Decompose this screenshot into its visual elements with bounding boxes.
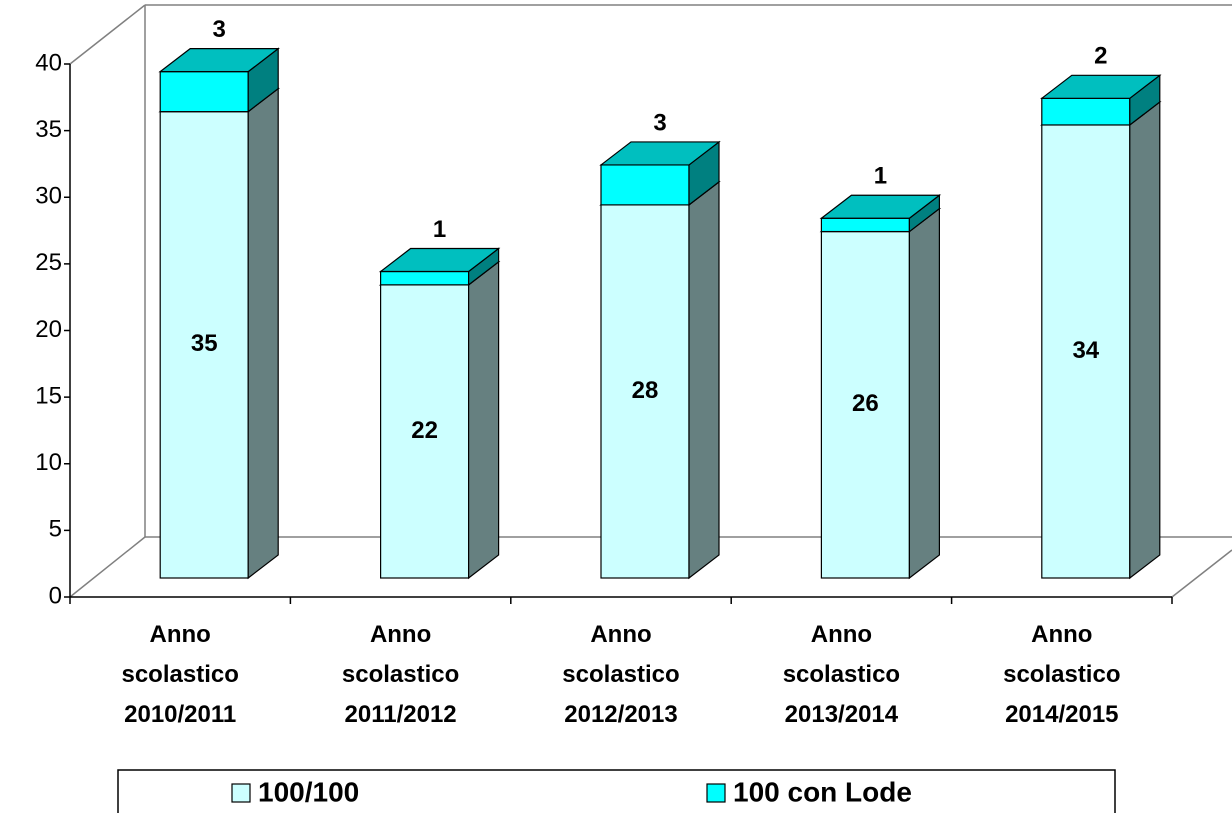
bar-top bbox=[378, 247, 501, 273]
legend-label: 100/100 bbox=[258, 776, 359, 807]
bar-side bbox=[908, 207, 941, 580]
bar-front bbox=[159, 71, 249, 113]
legend-box bbox=[117, 769, 1116, 813]
value-label: 35 bbox=[191, 330, 218, 357]
bar-top bbox=[819, 194, 942, 219]
bar-top bbox=[158, 48, 280, 73]
legend-swatch bbox=[706, 783, 726, 803]
x-tick-label: Anno scolastico 2014/2015 bbox=[1003, 621, 1121, 728]
bar-side bbox=[247, 87, 279, 580]
floor-edge bbox=[1171, 549, 1232, 598]
bar-side bbox=[468, 260, 500, 580]
value-label: 26 bbox=[852, 390, 879, 417]
bar-front bbox=[159, 111, 249, 579]
y-tick-label: 25 bbox=[35, 249, 62, 276]
bar-top bbox=[599, 141, 721, 166]
y-tick-label: 40 bbox=[35, 49, 62, 76]
bar-top bbox=[1040, 74, 1162, 99]
bar-front bbox=[1041, 124, 1131, 579]
x-tick-label: Anno scolastico 2012/2013 bbox=[562, 621, 680, 728]
legend-label: 100 con Lode bbox=[733, 776, 912, 807]
y-tick-label: 30 bbox=[35, 183, 62, 210]
value-label: 3 bbox=[653, 109, 666, 136]
x-tick-label: Anno scolastico 2013/2014 bbox=[782, 621, 901, 728]
legend-swatch bbox=[231, 783, 251, 803]
floor-edge bbox=[69, 536, 146, 598]
wall-edge bbox=[69, 4, 146, 65]
x-tick-label: Anno scolastico 2011/2012 bbox=[341, 621, 460, 728]
y-tick-label: 10 bbox=[35, 449, 62, 476]
y-tick-label: 5 bbox=[49, 516, 62, 543]
value-label: 1 bbox=[874, 163, 887, 190]
value-label: 34 bbox=[1072, 337, 1099, 364]
value-label: 3 bbox=[213, 16, 226, 43]
bar-side bbox=[688, 180, 720, 580]
bar-front bbox=[380, 284, 470, 579]
value-label: 28 bbox=[632, 377, 659, 404]
bar-front bbox=[820, 217, 911, 233]
bar-front bbox=[600, 164, 690, 206]
bar-front bbox=[380, 270, 470, 286]
value-label: 1 bbox=[433, 216, 446, 243]
bar-side bbox=[1129, 100, 1161, 580]
value-label: 22 bbox=[411, 417, 438, 444]
y-tick-label: 20 bbox=[35, 316, 62, 343]
y-tick-label: 0 bbox=[49, 582, 62, 609]
x-tick-label: Anno scolastico 2010/2011 bbox=[121, 621, 239, 728]
bar-front bbox=[1041, 97, 1131, 126]
value-label: 2 bbox=[1094, 43, 1107, 70]
bar-front bbox=[600, 204, 690, 579]
y-tick-label: 35 bbox=[35, 116, 62, 143]
y-tick-label: 15 bbox=[35, 382, 62, 409]
